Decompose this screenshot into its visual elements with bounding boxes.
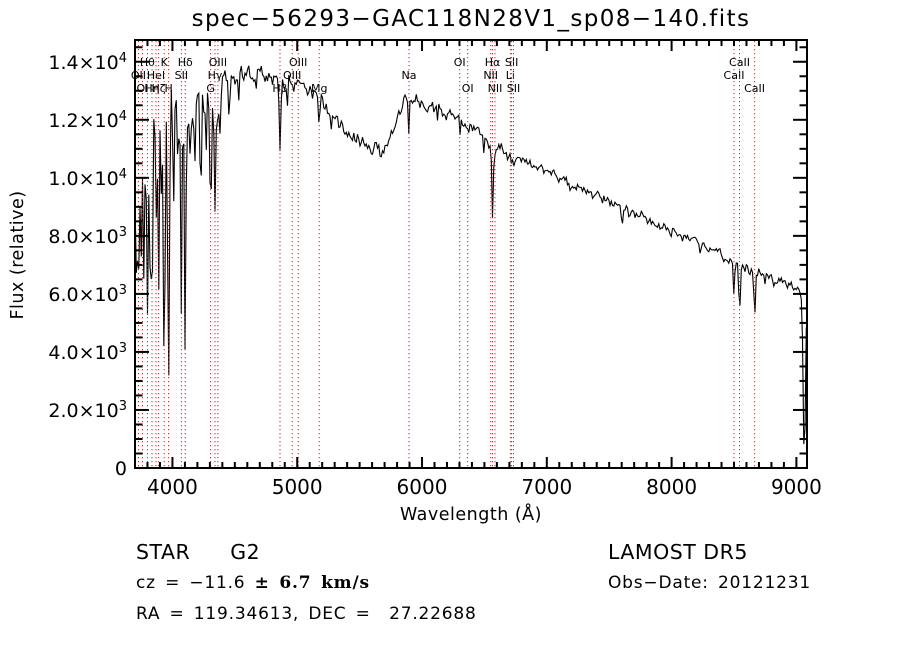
y-tick-label: 1.0×104 bbox=[48, 167, 127, 190]
spectral-line-label: SII bbox=[175, 69, 188, 82]
object-type: STAR bbox=[136, 540, 191, 564]
spectral-line-label: OIII bbox=[209, 56, 227, 69]
spectral-line-label: H bbox=[164, 82, 172, 95]
spectral-line-markers: OIIOIHθHηHeIHζKHSIIHδGHγOIIIHβOIIIOIIIMg… bbox=[131, 41, 765, 467]
x-tick-label: 9000 bbox=[771, 475, 822, 499]
y-tick-label: 6.0×103 bbox=[48, 283, 127, 306]
x-tick-label: 8000 bbox=[646, 475, 697, 499]
object-subclass: G2 bbox=[230, 540, 261, 564]
y-tick-label: 8.0×103 bbox=[48, 225, 127, 248]
radial-velocity-line: cz = −11.6 ± 6.7 km/s bbox=[136, 573, 370, 593]
spectral-line-label: NII bbox=[488, 82, 503, 95]
obs-date-label: Obs−Date: 20121231 bbox=[608, 573, 811, 593]
spectral-line-label: NII bbox=[483, 69, 498, 82]
plot-title: spec−56293−GAC118N28V1_sp08−140.fits bbox=[191, 6, 751, 32]
spectral-line-label: Hβ bbox=[272, 82, 287, 95]
spectral-line-label: Li bbox=[506, 69, 515, 82]
plot-border bbox=[134, 39, 808, 469]
x-tick-label: 7000 bbox=[521, 475, 572, 499]
spectral-line-label: HeI bbox=[147, 69, 165, 82]
spectral-line-label: SII bbox=[505, 56, 518, 69]
x-tick-label: 6000 bbox=[397, 475, 448, 499]
spectral-line-label: OIII bbox=[289, 56, 307, 69]
spectral-line-label: CaII bbox=[744, 82, 765, 95]
x-axis-title: Wavelength (Å) bbox=[399, 505, 542, 525]
y-tick-label: 4.0×103 bbox=[48, 341, 127, 364]
spectral-line-label: OI bbox=[462, 82, 474, 95]
spectral-line-label: Hγ bbox=[208, 69, 223, 82]
axes-layer bbox=[134, 39, 808, 469]
spectral-line-label: Na bbox=[402, 69, 417, 82]
spectrum-curve bbox=[136, 65, 806, 445]
spectral-line-label: Hζ bbox=[151, 82, 165, 95]
spectral-line-label: SII bbox=[507, 82, 520, 95]
x-tick-label: 5000 bbox=[272, 475, 323, 499]
classification-line: STAR G2 bbox=[136, 540, 260, 564]
spectral-line-label: K bbox=[161, 56, 169, 69]
y-axis-title: Flux (relative) bbox=[8, 190, 28, 320]
y-tick-label: 0 bbox=[115, 458, 127, 480]
spectral-line-label: Hα bbox=[485, 56, 501, 69]
survey-label: LAMOST DR5 bbox=[608, 540, 748, 564]
spectrum-layer bbox=[136, 65, 806, 445]
tick-labels: 4000 5000 6000 7000 8000 9000 0 2.0×103 4.0×103 6… bbox=[48, 51, 821, 499]
spectral-line-label: OI bbox=[454, 56, 466, 69]
spectral-line-label: G bbox=[206, 82, 215, 95]
spectral-line-label: OIII bbox=[283, 69, 301, 82]
y-tick-label: 1.2×104 bbox=[48, 109, 127, 132]
cz-uncertainty: ± 6.7 km/s bbox=[254, 573, 370, 593]
y-tick-label: 1.4×104 bbox=[48, 51, 127, 74]
spectral-line-label: OI bbox=[137, 82, 149, 95]
y-tick-label: 2.0×103 bbox=[48, 399, 127, 422]
cz-value: cz = −11.6 bbox=[136, 573, 255, 593]
coordinates-line: RA = 119.34613, DEC = 27.22688 bbox=[136, 604, 477, 624]
spectral-line-label: CaII bbox=[729, 56, 750, 69]
x-tick-label: 4000 bbox=[147, 475, 198, 499]
spectral-line-label: CaII bbox=[724, 69, 745, 82]
spectral-line-label: Hδ bbox=[178, 56, 193, 69]
spectral-line-label: Mg bbox=[311, 82, 327, 95]
